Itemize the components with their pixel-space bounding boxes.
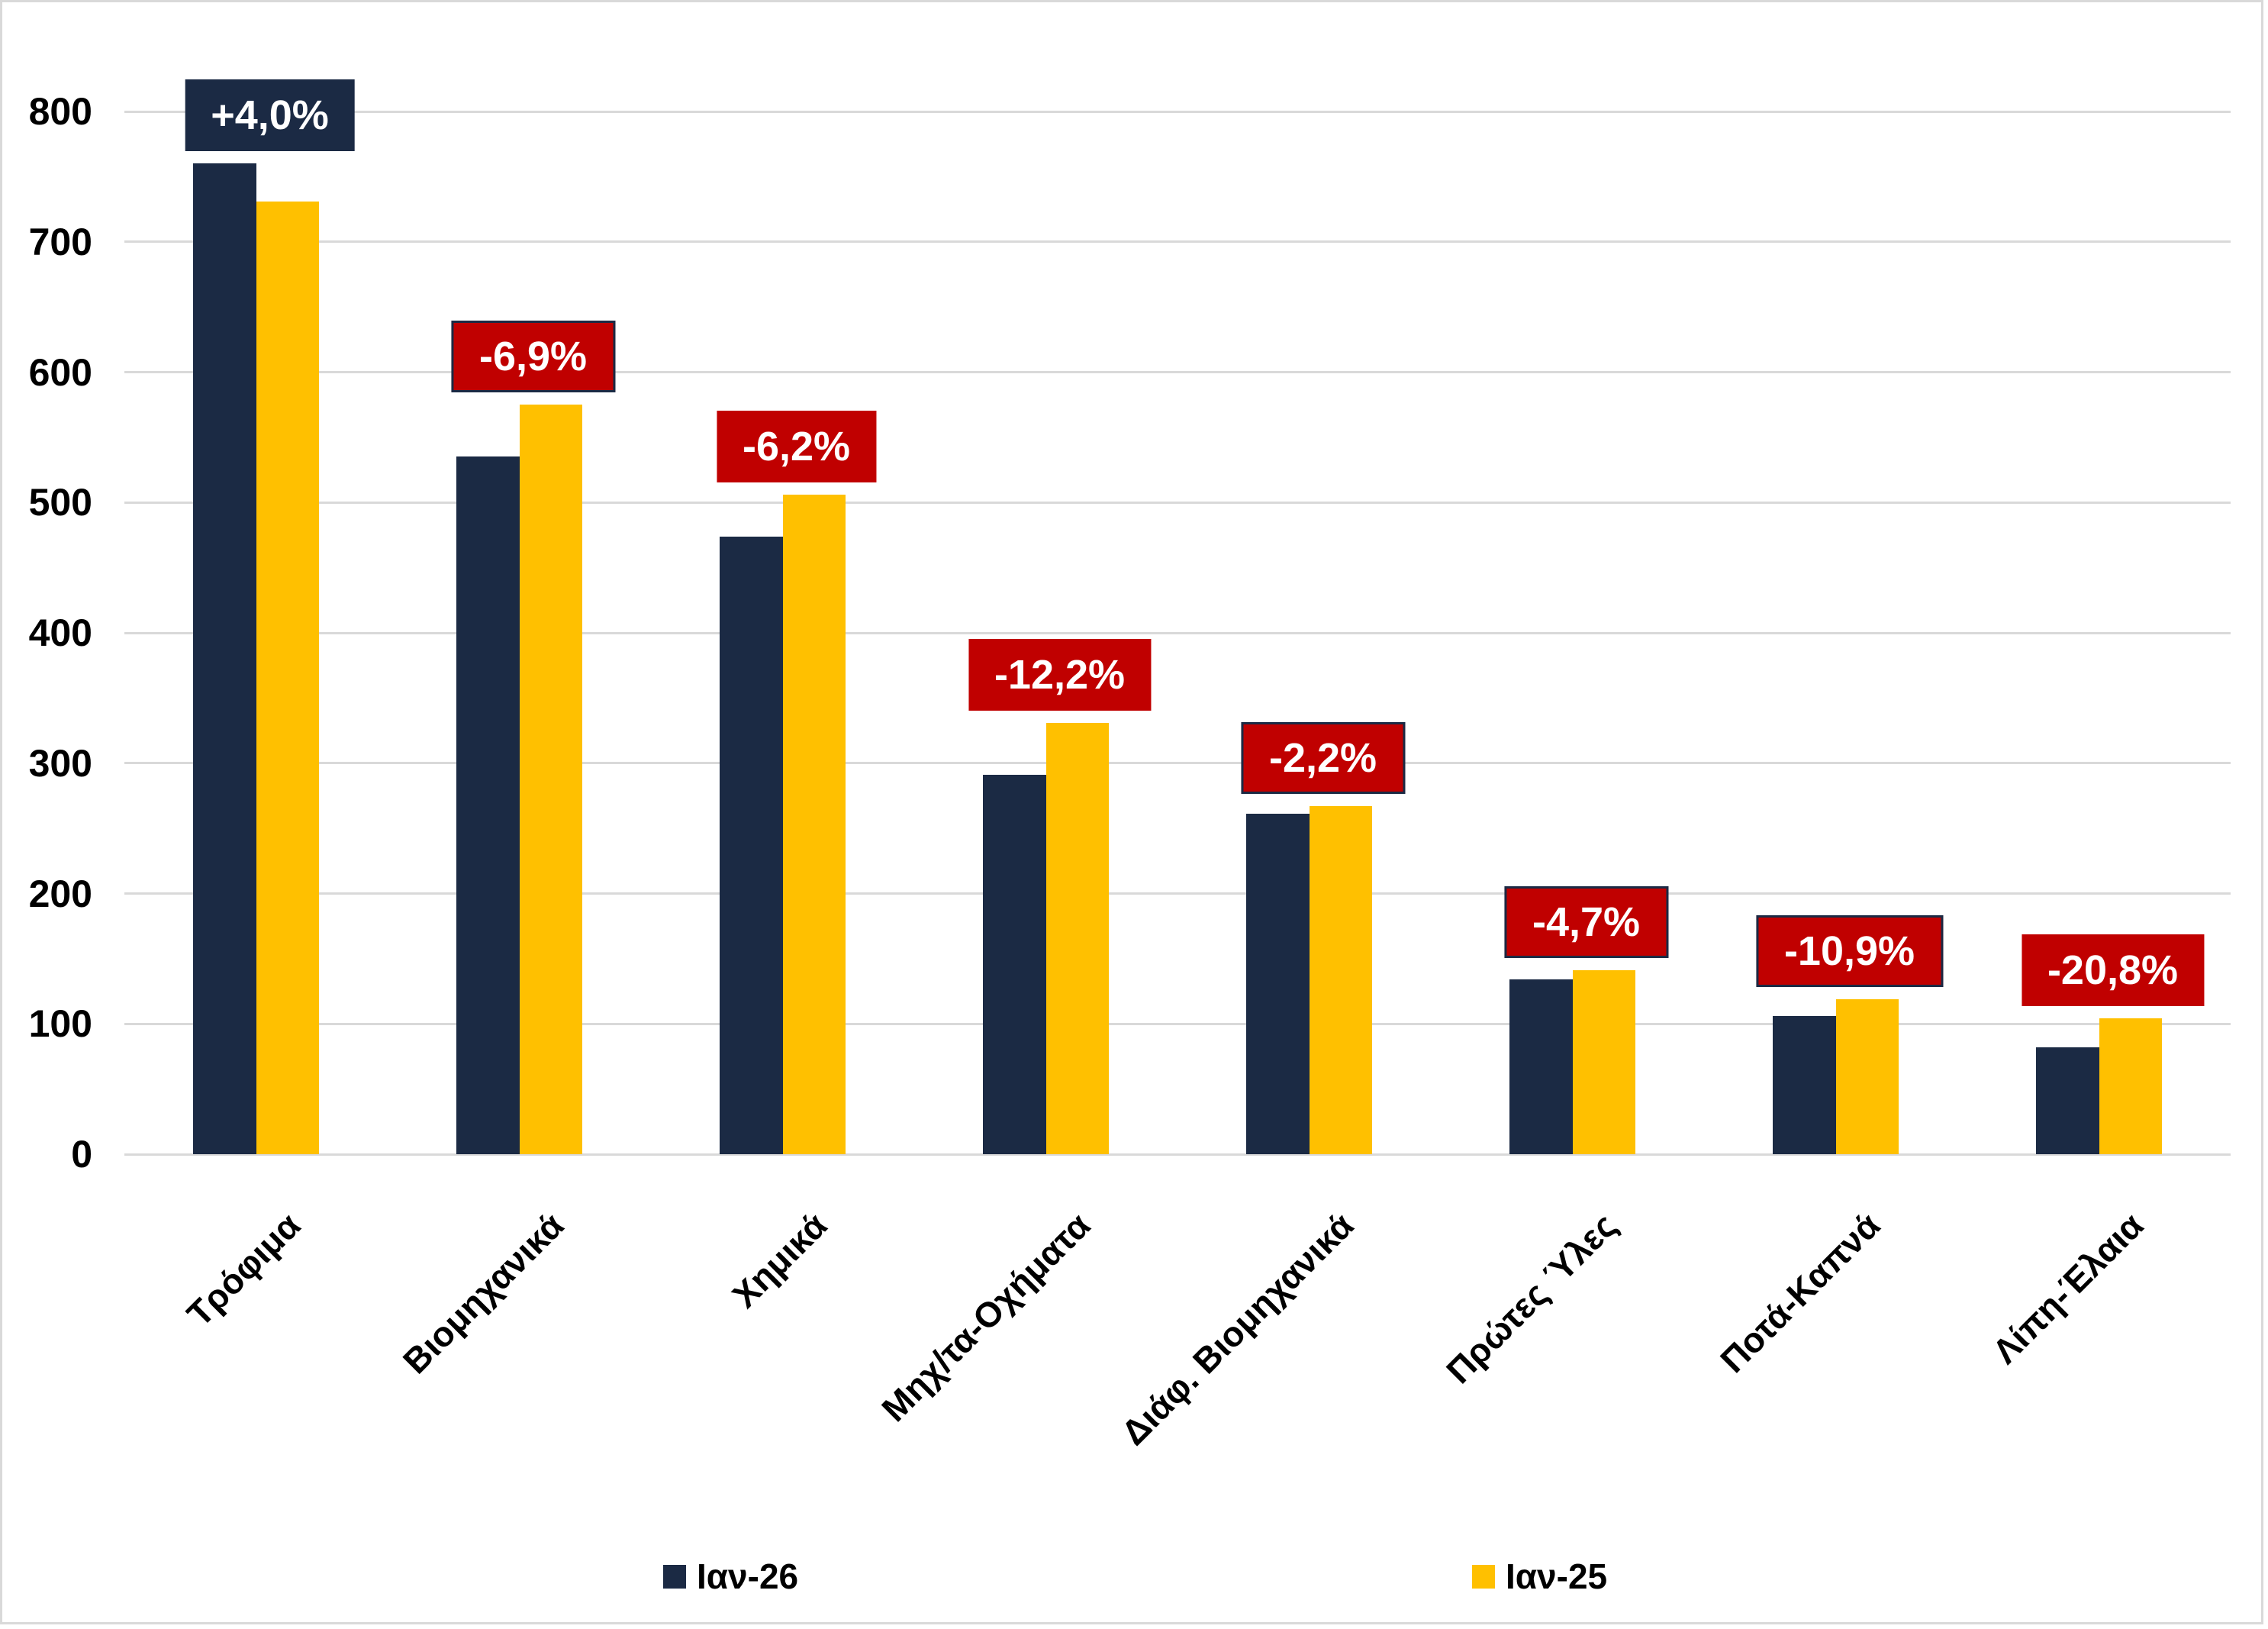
category-label-5: Πρώτες Ύλες: [1438, 1205, 1624, 1392]
category-label-6: Ποτά-Καπνά: [1712, 1205, 1887, 1381]
bar-ian26-3: [983, 775, 1046, 1154]
gridline-500: [124, 501, 2231, 504]
category-label-7: Λίπη-Έλαια: [1984, 1205, 2150, 1372]
bar-ian25-6: [1835, 998, 1899, 1154]
bar-ian25-0: [256, 201, 319, 1154]
category-label-4: Διάφ. Βιομηχανικά: [1113, 1205, 1361, 1453]
gridline-100: [124, 1022, 2231, 1025]
y-tick-label-800: 800: [28, 90, 92, 133]
percent-label-3: -12,2%: [968, 638, 1152, 711]
legend-item-ian25: Ιαν-25: [1472, 1556, 1608, 1596]
gridline-0: [124, 1153, 2231, 1156]
category-label-2: Χημικά: [723, 1205, 834, 1316]
y-tick-label-400: 400: [28, 611, 92, 654]
bar-ian25-2: [782, 495, 846, 1154]
bar-ian26-2: [720, 536, 783, 1154]
percent-label-1: -6,9%: [450, 321, 616, 393]
gridline-300: [124, 762, 2231, 765]
percent-label-5: -4,7%: [1503, 886, 1669, 959]
bar-ian26-0: [193, 163, 256, 1154]
y-tick-label-0: 0: [71, 1133, 92, 1176]
y-tick-label-500: 500: [28, 481, 92, 524]
legend-item-ian26: Ιαν-26: [663, 1556, 799, 1596]
bar-ian26-6: [1773, 1016, 1836, 1154]
bar-ian26-5: [1509, 979, 1573, 1154]
gridline-200: [124, 892, 2231, 895]
legend-swatch-ian25: [1472, 1564, 1495, 1589]
gridline-800: [124, 110, 2231, 113]
percent-label-6: -10,9%: [1755, 914, 1944, 987]
y-tick-label-600: 600: [28, 350, 92, 394]
y-tick-label-100: 100: [28, 1002, 92, 1046]
y-tick-label-200: 200: [28, 872, 92, 915]
bar-ian25-7: [2099, 1018, 2162, 1154]
percent-label-7: -20,8%: [2021, 934, 2205, 1007]
percent-label-4: -2,2%: [1240, 722, 1406, 795]
y-tick-label-300: 300: [28, 741, 92, 785]
legend-label-ian25: Ιαν-25: [1506, 1556, 1608, 1596]
category-label-0: Τρόφιμα: [179, 1205, 308, 1334]
category-label-1: Βιομηχανικά: [395, 1205, 571, 1382]
y-tick-label-700: 700: [28, 220, 92, 263]
legend-swatch-ian26: [663, 1564, 686, 1589]
gridline-600: [124, 371, 2231, 373]
gridline-400: [124, 631, 2231, 634]
category-label-3: Μηχ/τα-Οχήματα: [873, 1205, 1097, 1430]
bar-ian25-4: [1309, 806, 1372, 1154]
percent-label-0: +4,0%: [185, 79, 355, 152]
gridline-700: [124, 240, 2231, 244]
bar-ian26-4: [1246, 814, 1310, 1154]
bar-ian26-7: [2036, 1047, 2099, 1154]
bar-ian25-3: [1045, 722, 1109, 1154]
bar-ian25-5: [1572, 970, 1635, 1154]
bar-ian26-1: [456, 456, 520, 1154]
bar-ian25-1: [519, 405, 582, 1154]
percent-label-2: -6,2%: [716, 411, 877, 482]
legend-label-ian26: Ιαν-26: [697, 1556, 799, 1596]
